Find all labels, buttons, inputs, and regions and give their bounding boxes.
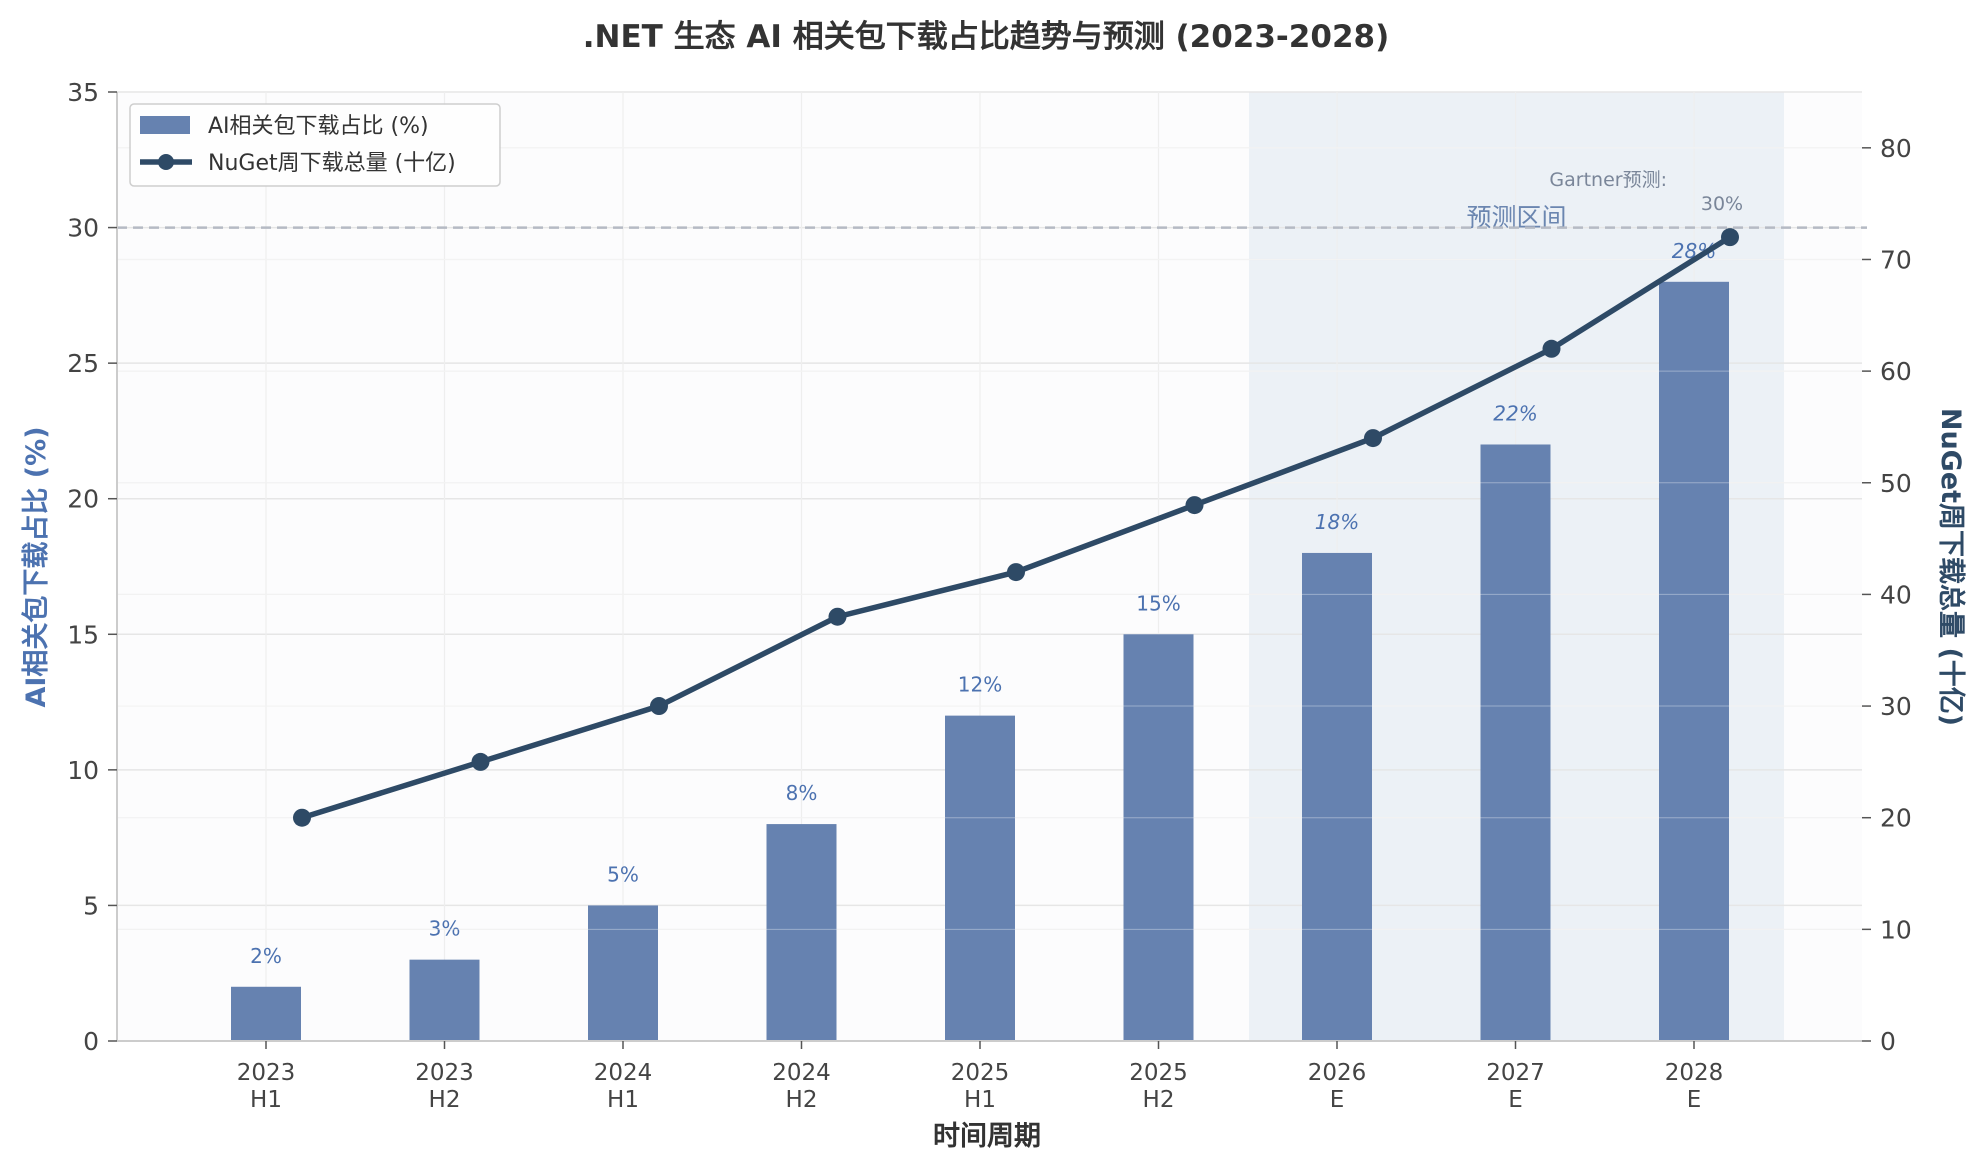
nuget-data-point xyxy=(293,808,311,827)
nuget-data-point xyxy=(1721,228,1739,247)
left-tick-label: 30 xyxy=(67,214,99,243)
bar xyxy=(231,986,301,1041)
x-tick-label-year: 2023 xyxy=(237,1060,296,1086)
bar-data-label: 2% xyxy=(250,944,282,968)
left-tick-label: 20 xyxy=(67,485,99,514)
bar-data-label: 18% xyxy=(1315,510,1359,534)
bar xyxy=(766,824,837,1041)
gartner-annotation-line1: Gartner预测: xyxy=(1549,169,1667,191)
x-tick-label-period: H2 xyxy=(786,1087,818,1113)
x-tick-label-period: H2 xyxy=(429,1087,461,1113)
x-tick-label-period: H2 xyxy=(1143,1087,1175,1113)
right-tick-label: 40 xyxy=(1880,580,1912,609)
x-tick-label-year: 2025 xyxy=(951,1060,1010,1086)
right-tick-label: 30 xyxy=(1880,692,1912,721)
right-tick-label: 70 xyxy=(1880,245,1912,274)
y-axis-label-left: AI相关包下载占比 (%) xyxy=(20,426,52,707)
x-tick-label-period: E xyxy=(1330,1087,1345,1113)
x-tick-label-period: H1 xyxy=(607,1087,639,1113)
left-tick-label: 15 xyxy=(67,620,99,649)
x-tick-label-year: 2024 xyxy=(594,1060,653,1086)
right-tick-label: 50 xyxy=(1880,469,1912,498)
left-tick-label: 0 xyxy=(83,1027,99,1056)
x-tick-label-year: 2027 xyxy=(1486,1060,1545,1086)
right-tick-label: 60 xyxy=(1880,357,1912,386)
bar xyxy=(1123,634,1194,1041)
nuget-data-point xyxy=(1364,429,1382,448)
bar xyxy=(1480,444,1551,1041)
legend-line-marker xyxy=(158,154,174,170)
bar-data-label: 15% xyxy=(1136,591,1180,615)
bar xyxy=(409,959,480,1041)
gartner-annotation-line2: 30% xyxy=(1701,193,1743,215)
x-axis-label: 时间周期 xyxy=(933,1121,1041,1152)
x-tick-label-period: E xyxy=(1687,1087,1702,1113)
x-tick-label-period: E xyxy=(1508,1087,1523,1113)
legend: AI相关包下载占比 (%) NuGet周下载总量 (十亿) xyxy=(129,103,501,187)
x-tick-label-period: H1 xyxy=(964,1087,996,1113)
nuget-data-point xyxy=(471,752,490,771)
right-tick-label: 0 xyxy=(1880,1027,1896,1056)
bar xyxy=(1659,281,1729,1041)
nuget-data-point xyxy=(1007,563,1025,582)
nuget-data-point xyxy=(828,607,847,626)
right-tick-label: 20 xyxy=(1880,804,1912,833)
legend-label-line: NuGet周下载总量 (十亿) xyxy=(208,151,456,176)
left-tick-label: 25 xyxy=(67,349,99,378)
right-tick-label: 80 xyxy=(1880,134,1912,163)
x-tick-label-year: 2026 xyxy=(1308,1060,1367,1086)
bar-data-label: 5% xyxy=(607,862,639,886)
left-tick-label: 5 xyxy=(83,891,99,920)
bar-data-label: 3% xyxy=(429,917,461,941)
nuget-data-point xyxy=(1185,496,1204,515)
x-tick-label-year: 2028 xyxy=(1665,1060,1724,1086)
bar-data-label: 22% xyxy=(1493,401,1537,425)
right-tick-label: 10 xyxy=(1880,915,1912,944)
y-axis-label-right: NuGet周下载总量 (十亿) xyxy=(1935,408,1966,726)
chart-title: .NET 生态 AI 相关包下载占比趋势与预测 (2023-2028) xyxy=(583,19,1390,55)
legend-box xyxy=(129,103,501,187)
bar xyxy=(945,715,1015,1041)
x-tick-label-year: 2025 xyxy=(1129,1060,1188,1086)
x-tick-label-period: H1 xyxy=(250,1087,282,1113)
left-tick-label: 35 xyxy=(67,78,99,107)
nuget-data-point xyxy=(1542,339,1561,358)
x-tick-label-year: 2023 xyxy=(415,1060,474,1086)
bar-data-label: 12% xyxy=(958,673,1002,697)
bar xyxy=(1302,552,1372,1041)
bar-data-label: 8% xyxy=(786,781,818,805)
nuget-data-point xyxy=(650,697,668,716)
x-tick-label-year: 2024 xyxy=(772,1060,831,1086)
left-tick-label: 10 xyxy=(67,756,99,785)
legend-bar-swatch xyxy=(140,116,190,134)
legend-label-bars: AI相关包下载占比 (%) xyxy=(208,114,429,139)
bar xyxy=(588,905,658,1041)
